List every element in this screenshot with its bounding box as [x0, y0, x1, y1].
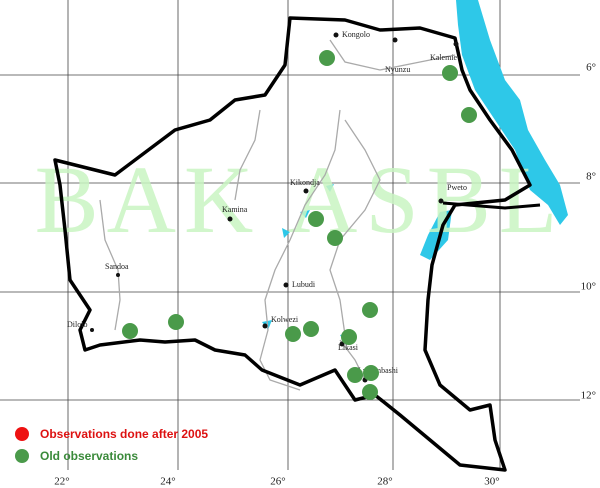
latitude-label: 8° [586, 171, 596, 183]
legend-swatch [15, 427, 29, 441]
latitude-label: 12° [581, 390, 596, 402]
town-label: Kolwezi [271, 315, 299, 324]
town-label: Pweto [447, 183, 467, 192]
longitude-label: 30° [484, 476, 499, 488]
longitude-label: 22° [54, 476, 69, 488]
legend: Observations done after 2005 Old observa… [15, 427, 208, 463]
town-label: Kikondja [290, 178, 320, 187]
observation [308, 211, 324, 227]
town-label: Kamina [222, 205, 248, 214]
longitude-label: 24° [160, 476, 175, 488]
observation [341, 329, 357, 345]
town-dot [283, 282, 289, 288]
town-dot [438, 198, 444, 204]
town-label: Dilolo [67, 320, 87, 329]
watermark: BAK ASBL [35, 146, 566, 253]
old-observations [122, 50, 477, 400]
town-label: Kalemie [430, 53, 458, 62]
observation [461, 107, 477, 123]
legend-label: Observations done after 2005 [40, 427, 208, 441]
town-label: Kongolo [342, 30, 370, 39]
observation [285, 326, 301, 342]
town-label: Likasi [338, 343, 359, 352]
town-dot [116, 273, 120, 277]
town-label: Sandoa [105, 262, 129, 271]
town-dot [392, 37, 398, 43]
town-label: Lubudi [292, 280, 316, 289]
observation [362, 302, 378, 318]
small-lakes [262, 184, 350, 345]
town-label: Nyunzu [385, 65, 410, 74]
observation [363, 365, 379, 381]
observation [122, 323, 138, 339]
observation [442, 65, 458, 81]
latitude-label: 10° [581, 281, 596, 293]
town-dot [227, 216, 233, 222]
town-dot [453, 41, 459, 47]
lake-tanganyika [456, 0, 568, 225]
longitude-label: 28° [377, 476, 392, 488]
observation [319, 50, 335, 66]
observation [327, 230, 343, 246]
town-dot [262, 323, 268, 329]
rivers [99, 39, 456, 391]
longitude-label: 26° [270, 476, 285, 488]
town-dot [333, 32, 339, 38]
latitude-label: 6° [586, 62, 596, 74]
town-dot [303, 188, 309, 194]
observation [362, 384, 378, 400]
observation [168, 314, 184, 330]
legend-label: Old observations [40, 449, 138, 463]
observation [303, 321, 319, 337]
town-dot [90, 328, 94, 332]
town-dot [339, 341, 345, 347]
legend-swatch [15, 449, 29, 463]
observation [347, 367, 363, 383]
border [442, 201, 541, 210]
